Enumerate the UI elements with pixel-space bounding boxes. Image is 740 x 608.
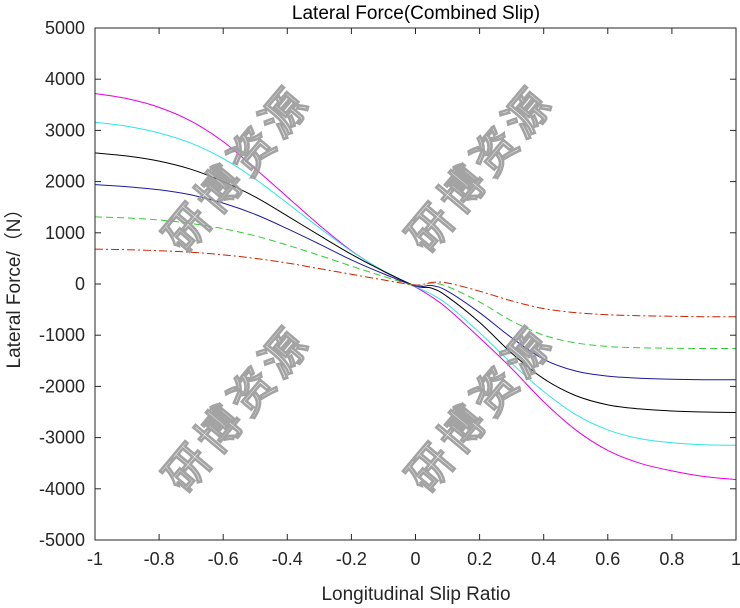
x-tick-label: -0.6	[208, 549, 239, 569]
y-tick-label: 0	[75, 274, 85, 294]
y-tick-label: -4000	[39, 479, 85, 499]
y-tick-label: 1000	[45, 223, 85, 243]
y-tick-label: -2000	[39, 376, 85, 396]
y-tick-label: -1000	[39, 325, 85, 345]
y-tick-label: 5000	[45, 18, 85, 38]
x-tick-label: -1	[87, 549, 103, 569]
series-line-magenta	[94, 93, 737, 481]
x-axis-label: Longitudinal Slip Ratio	[321, 584, 510, 605]
series-line-cyan	[94, 121, 737, 446]
y-tick-label: 3000	[45, 120, 85, 140]
y-tick-label: 4000	[45, 69, 85, 89]
y-tick-label: -3000	[39, 428, 85, 448]
y-axis-label: Lateral Force/（N）	[3, 200, 25, 369]
x-tick-label: 0.8	[659, 549, 684, 569]
y-tick-label: 2000	[45, 172, 85, 192]
series-line-black	[94, 152, 737, 414]
series-line-green	[94, 216, 737, 350]
x-tick-label: 0.2	[467, 549, 492, 569]
series-layer	[94, 93, 737, 481]
tick-layer: -1 -0.8 -0.6 -0.4 -0.2 0 0.2 0.4 0.6 0.8 1 -5000 -40…	[39, 18, 740, 569]
x-tick-label: -0.4	[272, 549, 303, 569]
x-tick-label: 0.6	[595, 549, 620, 569]
x-tick-label: -0.2	[336, 549, 367, 569]
series-line-navy	[94, 184, 737, 381]
y-tick-label: -5000	[39, 530, 85, 550]
x-tick-label: 1	[731, 549, 740, 569]
x-tick-label: 0.4	[531, 549, 556, 569]
series-line-red	[94, 248, 737, 318]
x-tick-label: 0	[410, 549, 420, 569]
chart-title: Lateral Force(Combined Slip)	[292, 3, 540, 24]
x-tick-label: -0.8	[144, 549, 175, 569]
